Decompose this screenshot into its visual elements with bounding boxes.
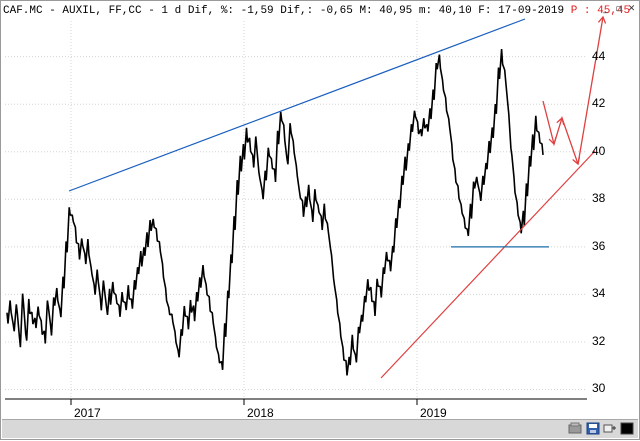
window-controls: _ ▫ ✕ [600,4,637,15]
y-tick-label: 30 [592,381,606,396]
forecast-arrows [542,15,607,166]
y-tick-label: 34 [592,286,606,301]
chart-settings-icon[interactable] [568,422,582,435]
trendlines [68,18,596,379]
grid [5,21,587,405]
chart-header: CAF.MC - AUXIL, FF,CC - 1 d Dif, %: -1,5… [3,3,630,19]
arrow-head [572,157,581,166]
pin-icon[interactable] [603,422,617,435]
arrow-head [556,116,565,125]
close-button[interactable]: ✕ [627,4,636,14]
price-series-line [6,49,544,376]
resistance-trendline [68,18,526,192]
support-trendline [380,150,596,379]
header-price-prefix: P : [570,5,591,17]
y-tick-label: 38 [592,191,606,206]
x-tick-label: 2017 [74,406,101,420]
y-tick-label: 44 [592,48,606,63]
x-tick-label: 2018 [247,406,274,420]
save-icon[interactable] [586,422,600,435]
series-layer [6,49,544,376]
y-tick-label: 42 [592,96,606,111]
bottom-toolbar [2,419,638,438]
arrow-head [597,15,607,24]
restore-button[interactable]: ▫ [615,4,622,14]
y-tick-label: 32 [592,333,606,348]
header-price-value: 45,45 [597,5,631,17]
y-tick-label: 40 [592,143,606,158]
arrow-head [548,137,557,146]
minimize-button[interactable]: _ [603,4,608,14]
color-swatch-icon[interactable] [620,422,634,435]
x-tick-label: 2019 [420,406,447,420]
header-info-text: CAF.MC - AUXIL, FF,CC - 1 d Dif, %: -1,5… [3,5,565,17]
y-tick-label: 36 [592,238,606,253]
